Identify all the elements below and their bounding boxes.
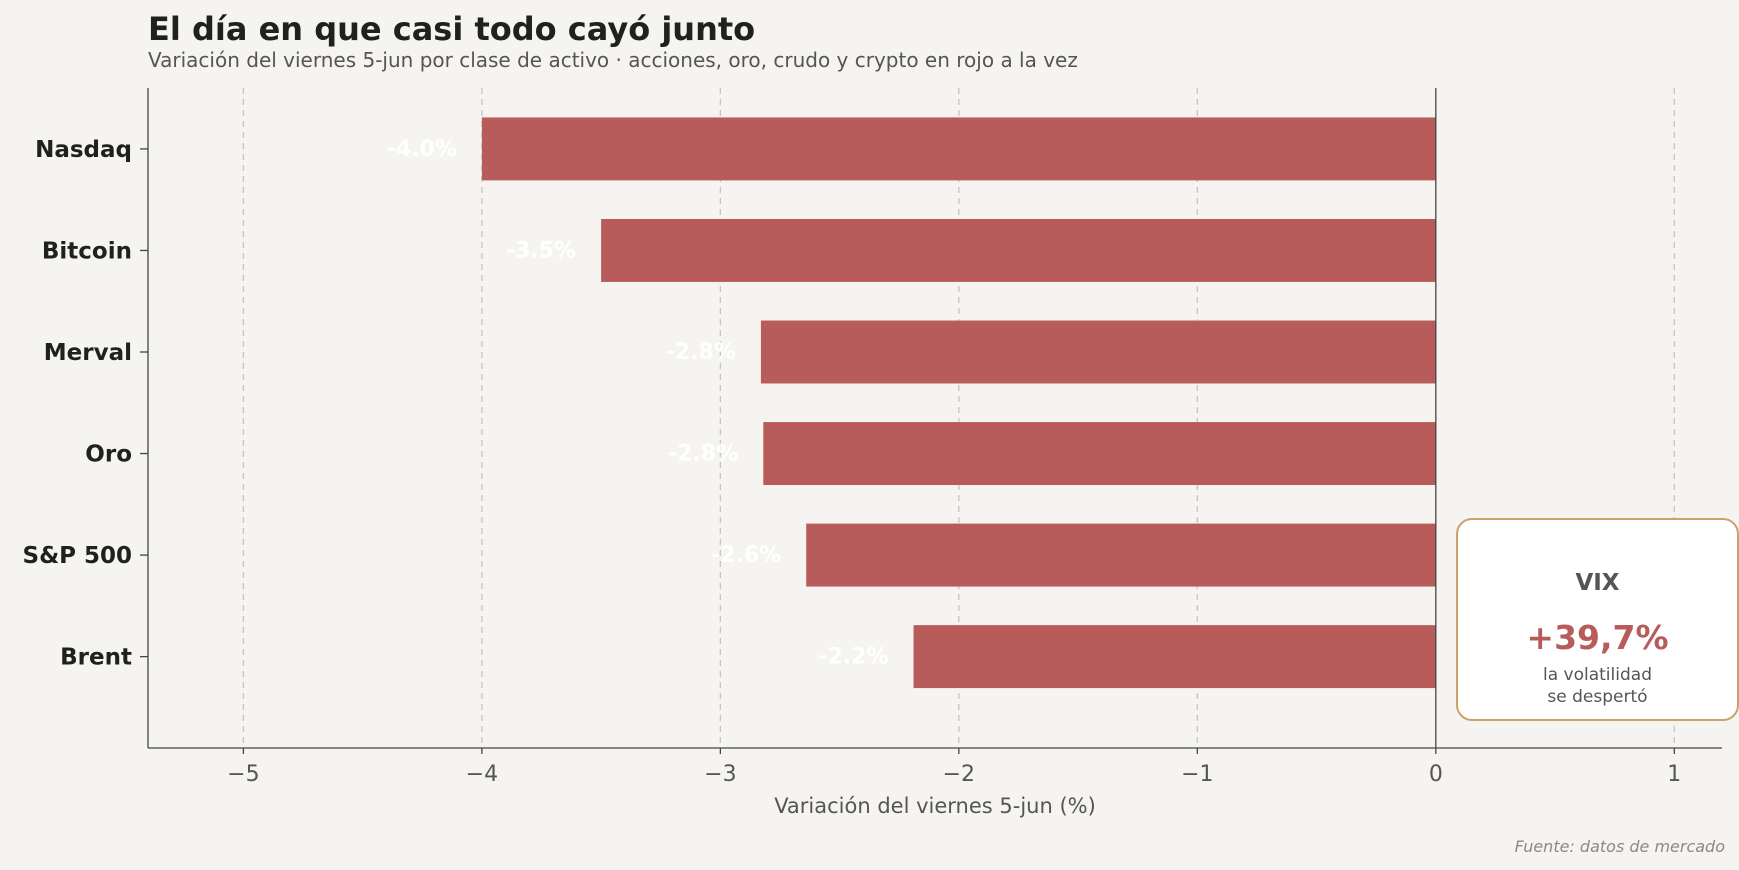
bar	[481, 117, 1436, 181]
vix-value: +39,7%	[1526, 618, 1669, 657]
labels: −5 −4 −3 −2 −1 0 1 Nasdaq -4.0% Bitcoin -3.5% Merva…	[23, 137, 1682, 818]
chart-subtitle: Variación del viernes 5-jun por clase de…	[148, 48, 1078, 72]
x-tick-label: 0	[1429, 762, 1443, 787]
bar	[913, 625, 1436, 689]
data-label: -3.5%	[506, 238, 576, 263]
x-tick-label: −4	[466, 762, 498, 787]
bar	[601, 218, 1436, 282]
category-label: Oro	[85, 442, 132, 468]
bar	[760, 320, 1436, 384]
bar	[763, 422, 1436, 486]
data-label: -4.0%	[387, 137, 457, 162]
category-label: Merval	[44, 340, 132, 366]
source-note: Fuente: datos de mercado	[1514, 837, 1725, 856]
bar	[806, 523, 1436, 587]
x-tick-label: −5	[227, 762, 259, 787]
data-label: -2.6%	[711, 543, 781, 568]
data-label: -2.8%	[666, 340, 736, 365]
category-label: Nasdaq	[35, 137, 132, 163]
vix-note-line2: se despertó	[1547, 687, 1648, 707]
bars	[481, 117, 1436, 689]
axes	[140, 88, 1722, 754]
data-label: -2.2%	[818, 645, 888, 670]
x-axis-title: Variación del viernes 5-jun (%)	[774, 794, 1096, 818]
x-tick-label: 1	[1667, 762, 1681, 787]
category-label: Bitcoin	[42, 238, 132, 264]
category-label: Brent	[60, 645, 132, 671]
x-tick-label: −3	[704, 762, 736, 787]
data-label: -2.8%	[668, 442, 738, 467]
x-tick-label: −2	[943, 762, 975, 787]
vix-label: VIX	[1575, 570, 1620, 596]
vix-note: la volatilidad se despertó	[1458, 664, 1737, 708]
category-label: S&P 500	[23, 543, 133, 569]
vix-callout: VIX +39,7% la volatilidad se despertó	[1456, 518, 1739, 721]
vix-note-line1: la volatilidad	[1543, 665, 1652, 685]
chart-title: El día en que casi todo cayó junto	[148, 10, 756, 48]
x-tick-label: −1	[1181, 762, 1213, 787]
